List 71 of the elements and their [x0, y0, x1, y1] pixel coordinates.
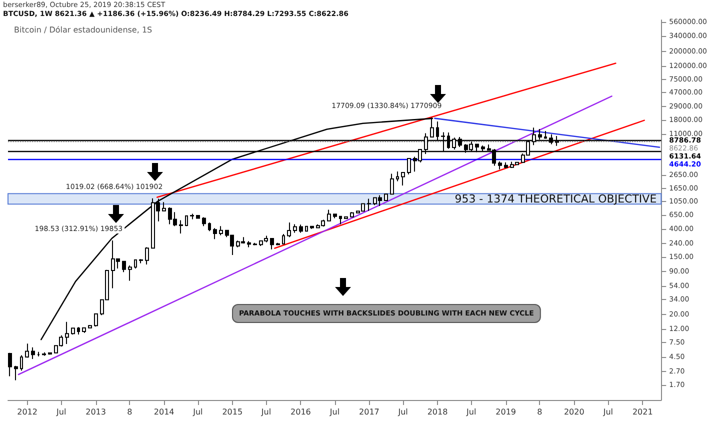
- candlestick: [179, 220, 183, 234]
- candlestick: [390, 173, 394, 195]
- candlestick: [407, 158, 411, 175]
- x-tick-label: Jul: [466, 408, 476, 416]
- candlestick: [276, 242, 280, 246]
- candlestick: [282, 233, 285, 245]
- candlestick: [162, 202, 166, 212]
- candlestick: [202, 216, 206, 227]
- x-tick-label: 2013: [86, 408, 106, 416]
- candlestick: [14, 365, 18, 381]
- candlestick: [384, 194, 388, 202]
- candlestick: [287, 222, 291, 238]
- candlestick: [305, 226, 308, 232]
- x-tick-label: 2012: [17, 408, 38, 416]
- candlestick: [213, 228, 217, 240]
- candlestick: [25, 343, 29, 358]
- candlestick: [122, 260, 126, 273]
- candlestick: [504, 162, 508, 169]
- candlestick: [82, 326, 86, 334]
- candlestick: [77, 326, 80, 336]
- candlestick: [145, 246, 149, 265]
- candlestick: [20, 354, 23, 372]
- x-tick-label: Jul: [328, 408, 340, 416]
- candlestick: [88, 324, 92, 328]
- candlestick: [128, 264, 132, 282]
- candlestick: [31, 346, 35, 360]
- candlestick: [333, 213, 337, 219]
- candlestick: [71, 327, 75, 336]
- x-tick-label: Jul: [602, 408, 614, 416]
- x-tick-label: 2018: [427, 408, 448, 416]
- x-tick-label: 8: [537, 408, 542, 416]
- x-tick-label: 2017: [359, 408, 380, 416]
- candlestick: [367, 198, 371, 212]
- candlestick: [219, 226, 223, 236]
- x-tick-label: Jul: [397, 408, 408, 416]
- candlestick: [344, 216, 348, 220]
- candlestick: [42, 352, 46, 356]
- candlestick: [299, 224, 303, 234]
- x-tick-label: 2014: [154, 408, 174, 416]
- candlestick: [339, 216, 342, 225]
- candlestick: [208, 222, 211, 232]
- candlestick: [401, 172, 405, 186]
- candlestick: [94, 313, 98, 328]
- candlestick: [270, 238, 274, 250]
- candlestick: [196, 214, 200, 220]
- x-tick-label: 8: [127, 408, 132, 416]
- x-tick-label: 2015: [222, 408, 243, 416]
- x-tick-label: Jul: [192, 408, 203, 416]
- candlestick: [498, 160, 502, 170]
- candlestick: [293, 224, 297, 234]
- candlestick: [396, 171, 399, 182]
- candlestick: [134, 259, 137, 269]
- x-tick-label: 2016: [290, 408, 311, 416]
- candlestick: [185, 215, 188, 227]
- candlestick: [350, 212, 354, 218]
- candlestick: [253, 242, 257, 246]
- x-tick-label: 2020: [564, 408, 584, 416]
- x-tick-label: Jul: [56, 408, 66, 416]
- candlestick: [8, 352, 12, 377]
- candlestick: [327, 209, 331, 222]
- band-label: 953 - 1374 THEORETICAL OBJECTIVE: [454, 192, 657, 206]
- candlestick: [310, 226, 314, 230]
- candlestick: [65, 321, 69, 345]
- x-tick-label: 2021: [632, 408, 653, 416]
- candlestick: [247, 240, 251, 248]
- candlestick: [139, 258, 143, 264]
- candlestick: [48, 352, 52, 356]
- x-tick-label: 2019: [496, 408, 516, 416]
- annotation: Bitcoin / Dólar estadounidense, 1S: [14, 26, 152, 34]
- x-tick-label: Jul: [260, 408, 272, 416]
- candlestick: [190, 213, 194, 220]
